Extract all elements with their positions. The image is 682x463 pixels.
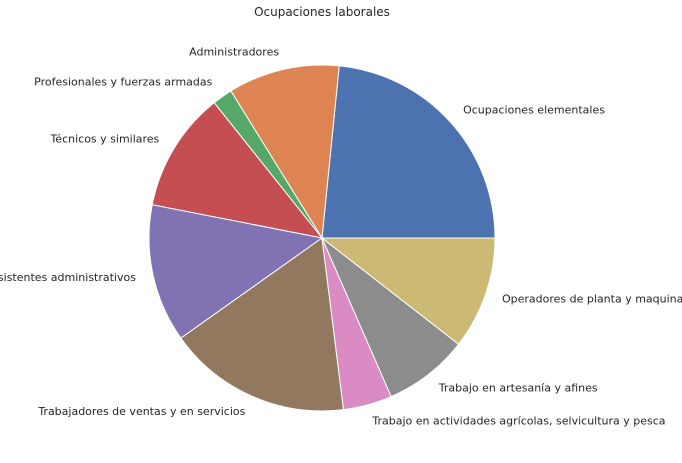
pie-labels: Ocupaciones elementales Administradores Pr… [0,46,682,428]
pie-slice-label: Profesionales y fuerzas armadas [34,75,213,88]
pie-slice-label: Trabajadores de ventas y en servicios [37,405,245,418]
pie-slice-label: Operadores de planta y maquinaria [502,293,682,306]
pie-slice-label: Ocupaciones elementales [463,103,605,116]
pie-slice-label: Trabajo en actividades agrícolas, selvic… [371,415,665,428]
pie-slice [320,237,496,345]
pie-slice [230,64,340,240]
pie-slice-label: Asistentes administrativos [0,271,136,284]
pie-slice-label: Administradores [189,46,279,59]
pie-slice-label: Técnicos y similares [49,132,159,145]
chart-title: Ocupaciones laborales [254,5,390,19]
pie-slice [148,204,324,339]
pie-slice [321,65,496,239]
pie-slices [148,64,496,412]
pie-slice [151,102,324,239]
pie-slice [180,237,345,412]
pie-slice-label: Trabajo en artesanía y afines [438,381,598,394]
